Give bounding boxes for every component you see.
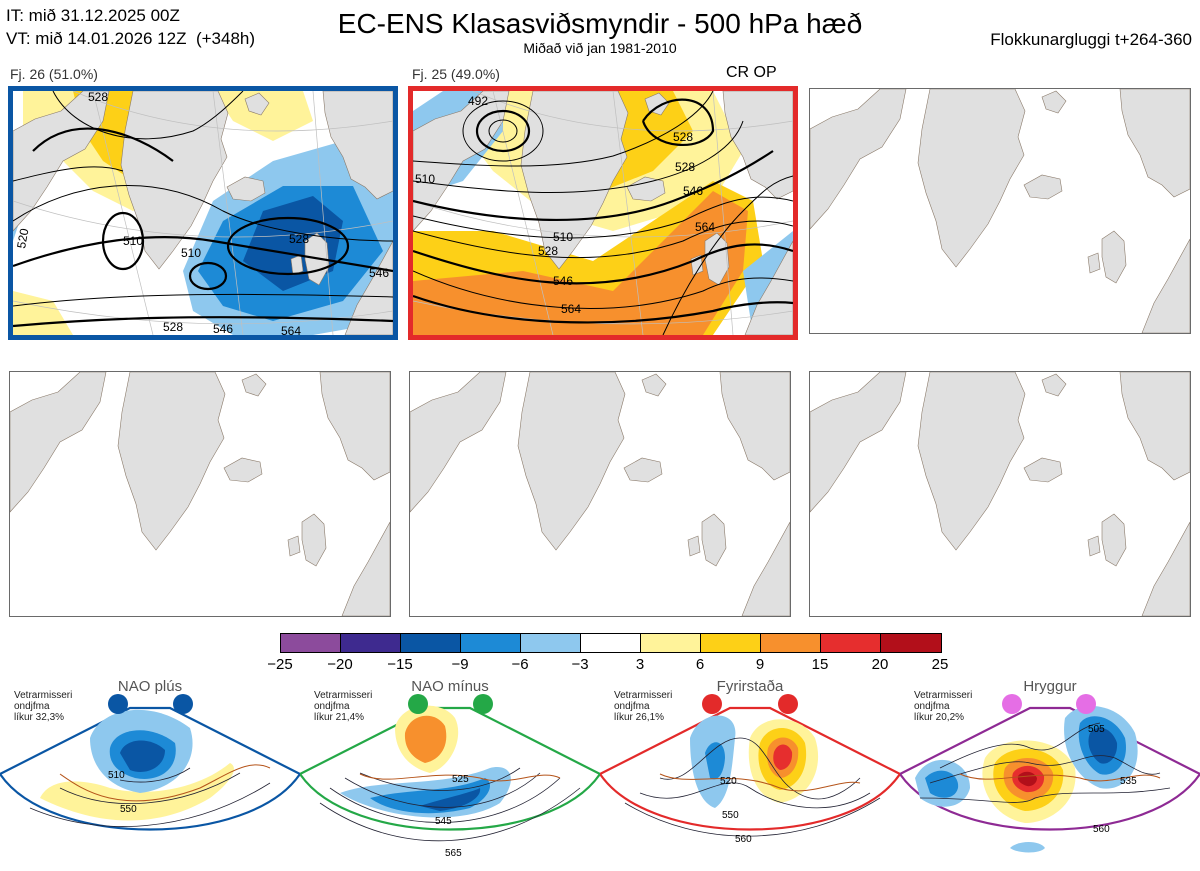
- colorbar-swatch: [581, 634, 641, 652]
- colorbar-tick: 6: [695, 656, 705, 673]
- cluster-2-contour-label: 546: [683, 184, 703, 198]
- colorbar-tick: −15: [387, 656, 413, 673]
- cluster-2-contour-label: 546: [553, 274, 573, 288]
- regime-contour-label: 560: [735, 834, 752, 845]
- regime-title: NAO plús: [117, 678, 183, 695]
- cluster-2-contour-label: 492: [468, 94, 488, 108]
- regime-note: Vetrarmisseri ondjfma líkur 26,1%: [614, 690, 673, 723]
- cluster-2-map: 492 510 510 528 528 546 546 564 564 528: [408, 86, 798, 340]
- colorbar-swatch: [641, 634, 701, 652]
- colorbar-swatch: [401, 634, 461, 652]
- cluster-2-contour-label: 528: [673, 130, 693, 144]
- regime-title: Hryggur: [1023, 678, 1077, 695]
- init-time: IT: mið 31.12.2025 00Z: [6, 6, 180, 25]
- regime-contour-label: 565: [445, 848, 462, 859]
- cluster-1-map: 528 510 528 510 528 546 520 546 564: [8, 86, 398, 340]
- regime-contour-label: 525: [452, 774, 469, 785]
- regime-contour-label: 505: [1088, 724, 1105, 735]
- colorbar-swatch: [341, 634, 401, 652]
- cluster-1-contour-label: 546: [213, 322, 233, 335]
- cluster-2-contour-label: 510: [415, 172, 435, 186]
- colorbar-tick: 3: [635, 656, 645, 673]
- colorbar-tick: 25: [931, 656, 949, 673]
- cluster-1-contour-label: 564: [281, 324, 301, 335]
- colorbar-swatch: [761, 634, 821, 652]
- cluster-1-contour-label: 528: [163, 320, 183, 334]
- empty-map-panel: [809, 371, 1191, 617]
- cluster-1-contour-label: 528: [88, 91, 108, 104]
- cluster-2-tag: CR OP: [726, 64, 777, 81]
- regime-nao-plus: NAO plús Vetrarmisseri ondjfma líkur 32,…: [0, 678, 300, 871]
- valid-time: VT: mið 14.01.2026 12Z (+348h): [6, 29, 256, 48]
- classification-window: Flokkunargluggi t+264-360: [990, 30, 1192, 49]
- regime-nao-minus: NAO mínus Vetrarmisseri ondjfma líkur 21…: [300, 678, 600, 871]
- cluster-2-contour-label: 528: [675, 160, 695, 174]
- regime-ridge: Hryggur Vetrarmisseri ondjfma líkur 20,2…: [900, 678, 1200, 871]
- regime-contour-label: 550: [120, 804, 137, 815]
- regime-note: Vetrarmisseri ondjfma líkur 21,4%: [314, 690, 373, 723]
- colorbar-tick: 9: [755, 656, 765, 673]
- colorbar-swatch: [821, 634, 881, 652]
- cluster-1-chart: 528 510 528 510 528 546 520 546 564: [13, 91, 393, 335]
- colorbar-swatch: [461, 634, 521, 652]
- header-info: IT: mið 31.12.2025 00Z VT: mið 14.01.2026…: [6, 4, 255, 50]
- colorbar-tick: 20: [871, 656, 889, 673]
- regime-contour-label: 510: [108, 770, 125, 781]
- empty-map-panel: [809, 88, 1191, 334]
- cluster-1-contour-label: 520: [14, 227, 31, 249]
- colorbar-tick: −20: [327, 656, 353, 673]
- cluster-1-contour-label: 528: [289, 232, 309, 246]
- cluster-1-contour-label: 546: [369, 266, 389, 280]
- cluster-2-label: Fj. 25 (49.0%): [412, 66, 500, 82]
- regime-contour-label: 550: [722, 810, 739, 821]
- empty-map-panel: [409, 371, 791, 617]
- regime-contour-label: 560: [1093, 824, 1110, 835]
- colorbar-swatch: [521, 634, 581, 652]
- regime-title: NAO mínus: [411, 678, 489, 695]
- cluster-2-chart: 492 510 510 528 528 546 546 564 564 528: [413, 91, 793, 335]
- colorbar-tick: −3: [571, 656, 589, 673]
- cluster-2-contour-label: 528: [538, 244, 558, 258]
- colorbar-tick: −6: [511, 656, 529, 673]
- cluster-2-contour-label: 564: [561, 302, 581, 316]
- colorbar-swatch: [881, 634, 941, 652]
- cluster-1-label: Fj. 26 (51.0%): [10, 66, 98, 82]
- cluster-2-contour-label: 510: [553, 230, 573, 244]
- empty-map-panel: [9, 371, 391, 617]
- page-subtitle: Miðað við jan 1981-2010: [523, 40, 677, 56]
- colorbar-tick: −9: [451, 656, 469, 673]
- cluster-1-contour-label: 510: [123, 234, 143, 248]
- regime-contour-label: 520: [720, 776, 737, 787]
- colorbar-swatch: [281, 634, 341, 652]
- colorbar-tick: −25: [267, 656, 293, 673]
- cluster-1-contour-label: 510: [181, 246, 201, 260]
- cluster-2-contour-label: 564: [695, 220, 715, 234]
- colorbar-swatch: [701, 634, 761, 652]
- colorbar-tick: 15: [811, 656, 829, 673]
- page-title: EC-ENS Klasasviðsmyndir - 500 hPa hæð: [337, 8, 863, 39]
- regime-note: Vetrarmisseri ondjfma líkur 32,3%: [14, 690, 73, 723]
- anomaly-colorbar: [280, 633, 942, 653]
- regime-blocking: Fyrirstaða Vetrarmisseri ondjfma líkur 2…: [600, 678, 900, 871]
- regime-note: Vetrarmisseri ondjfma líkur 20,2%: [914, 690, 973, 723]
- regime-contour-label: 545: [435, 816, 452, 827]
- regime-contour-label: 535: [1120, 776, 1137, 787]
- regime-title: Fyrirstaða: [716, 678, 784, 695]
